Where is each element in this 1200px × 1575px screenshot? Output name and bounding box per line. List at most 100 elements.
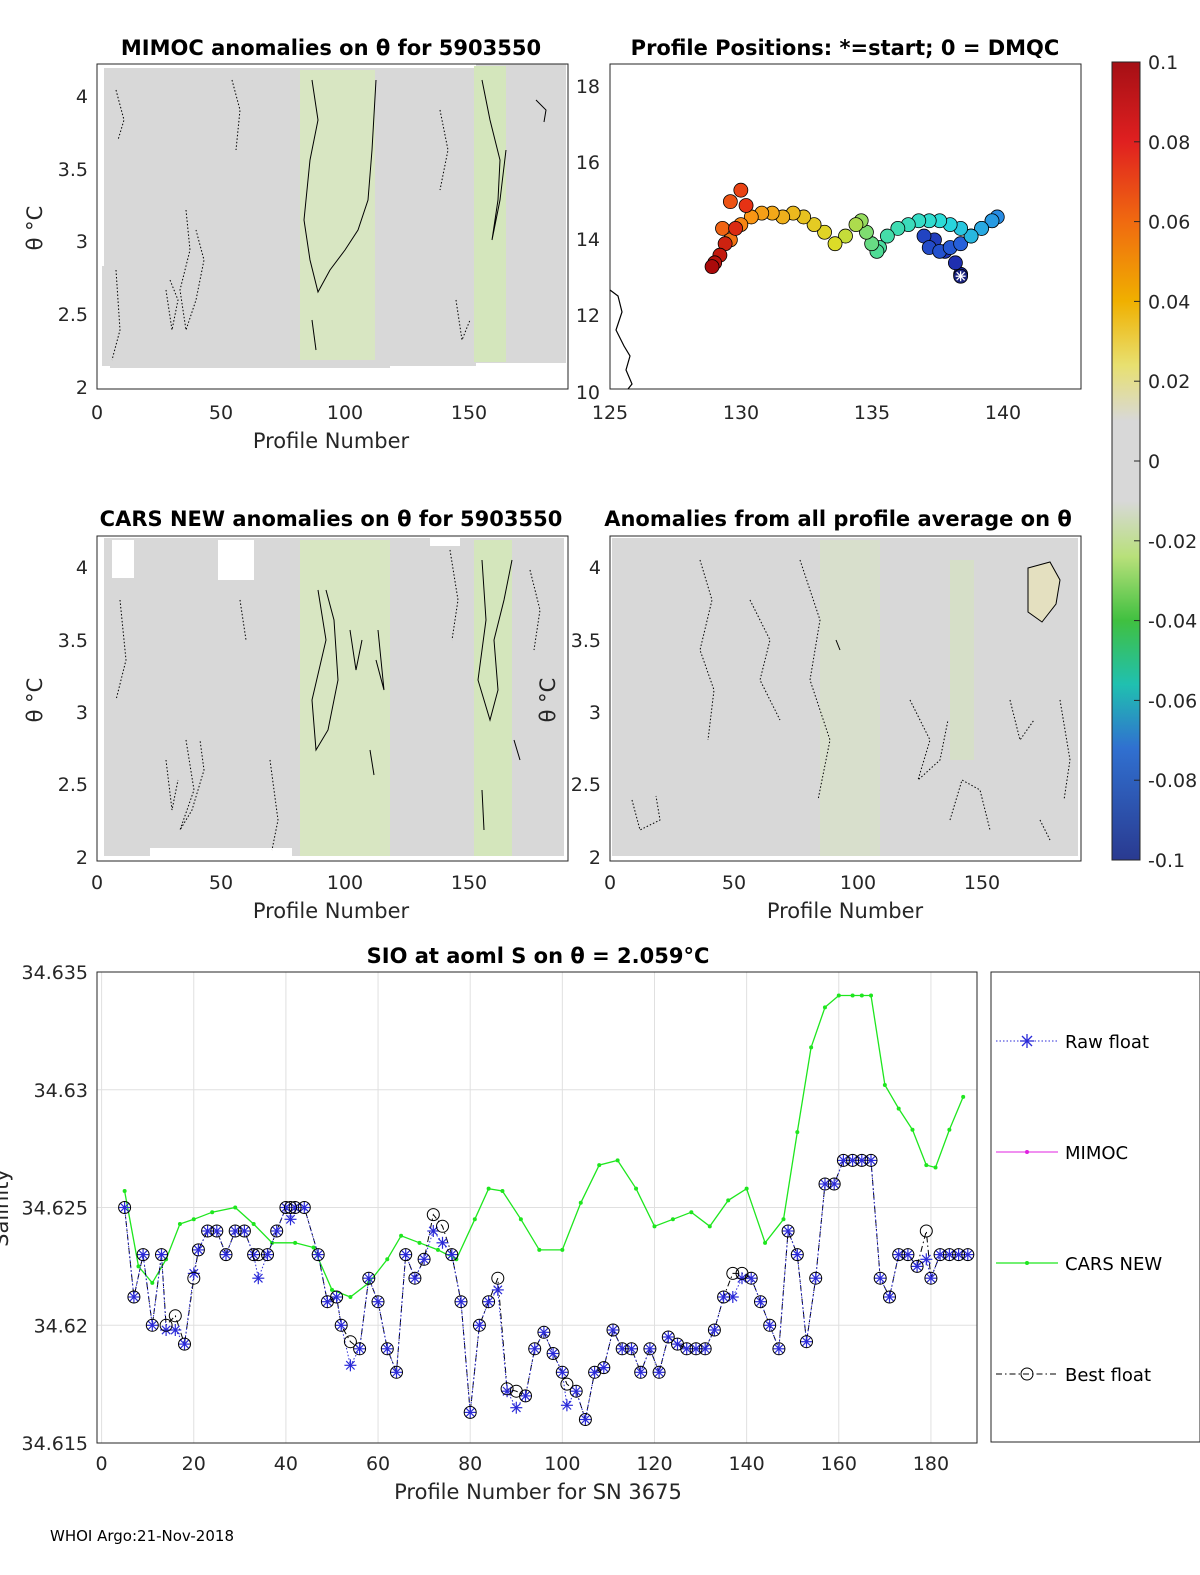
cars-point	[869, 993, 874, 998]
cars-point	[348, 1294, 353, 1299]
best-point	[168, 1309, 182, 1323]
raw-point	[579, 1413, 592, 1426]
track-point	[848, 217, 864, 232]
best-point	[343, 1335, 357, 1349]
best-point	[210, 1224, 224, 1238]
legend-box	[990, 971, 1200, 1443]
best-point	[569, 1384, 583, 1398]
best-point	[399, 1248, 413, 1262]
positions-xtick: 135	[854, 402, 890, 424]
footer-stamp: WHOI Argo:21-Nov-2018	[50, 1527, 234, 1545]
best-point	[717, 1290, 731, 1304]
raw-point	[455, 1295, 467, 1308]
raw-point	[901, 1248, 914, 1261]
best-point	[883, 1290, 896, 1304]
mimoc-y-ticks: 2 2.5 3 3.5 4	[58, 86, 88, 399]
best-point	[781, 1224, 795, 1238]
best-point	[371, 1295, 385, 1309]
raw-point	[501, 1385, 514, 1398]
salinity-ytick: 34.62	[34, 1315, 88, 1337]
salinity-xtick: 120	[636, 1453, 672, 1475]
mimoc-heatmap	[102, 64, 566, 368]
raw-point	[643, 1342, 656, 1355]
track-point	[838, 228, 853, 244]
colorbar-tick-label: 0.1	[1148, 52, 1178, 74]
raw-point	[547, 1347, 560, 1360]
raw-point	[491, 1283, 504, 1296]
best-point	[261, 1248, 274, 1262]
raw-point	[178, 1338, 191, 1351]
raw-point	[473, 1319, 486, 1332]
best-point	[763, 1318, 777, 1332]
raw-point	[399, 1248, 412, 1261]
cars-xtick: 150	[451, 872, 487, 894]
salinity-xtick: 80	[458, 1453, 482, 1475]
best-point	[942, 1248, 956, 1262]
raw-point	[556, 1366, 569, 1379]
positions-ytick: 10	[576, 382, 600, 404]
raw-point	[588, 1366, 601, 1379]
best-point	[311, 1248, 325, 1262]
raw-point	[800, 1335, 813, 1348]
best-point	[251, 1248, 265, 1262]
best-point	[297, 1201, 311, 1214]
best-point	[201, 1224, 215, 1238]
legend-cars: CARS NEW	[996, 1254, 1162, 1275]
best-point	[528, 1342, 542, 1356]
best-point	[818, 1177, 832, 1191]
cars-point	[859, 993, 864, 998]
positions-xtick: 140	[985, 402, 1021, 424]
positions-xtick: 130	[723, 402, 759, 424]
mimoc-xtick: 100	[327, 402, 363, 424]
mimoc-panel: MIMOC anomalies on θ for 5903550	[23, 36, 569, 453]
raw-point	[961, 1248, 974, 1261]
cars-point	[933, 1165, 938, 1170]
positions-xtick: 125	[592, 402, 628, 424]
positions-ytick: 16	[576, 152, 600, 174]
cars-ytick: 3.5	[58, 630, 88, 652]
raw-point	[708, 1324, 721, 1336]
colorbar-tick-label: 0.02	[1148, 371, 1190, 393]
best-point	[390, 1365, 403, 1379]
cars-xlabel: Profile Number	[253, 899, 410, 923]
best-point	[330, 1290, 344, 1304]
best-point	[463, 1405, 477, 1419]
salinity-ytick: 34.615	[22, 1433, 88, 1455]
colorbar-tick-label: 0	[1148, 451, 1160, 473]
salinity-ylabel: Salinity	[0, 1169, 13, 1247]
raw-point	[699, 1342, 712, 1355]
best-point	[680, 1342, 694, 1356]
raw-point	[118, 1201, 131, 1214]
salinity-ytick: 34.625	[22, 1198, 88, 1220]
asterisk-icon	[1020, 1034, 1034, 1048]
allavg-contours	[835, 561, 1061, 651]
cars-point	[896, 1106, 901, 1111]
raw-point	[943, 1248, 956, 1261]
track-point	[738, 198, 754, 213]
cars-point	[597, 1163, 602, 1168]
cars-point	[615, 1158, 620, 1163]
track-point	[953, 236, 969, 252]
cars-point	[385, 1257, 390, 1262]
best-point	[187, 1271, 201, 1285]
best-point	[634, 1365, 648, 1379]
colorbar-ticks: 0.1 0.08 0.06 0.04 0.02 0 -0.02 -0.04 -0.06 -0.08…	[1134, 52, 1197, 872]
cars-point	[670, 1217, 675, 1222]
colorbar-tick-label: -0.04	[1148, 611, 1197, 633]
track-point	[728, 221, 743, 236]
raw-point	[169, 1324, 182, 1336]
mimoc-ytick: 2.5	[58, 304, 88, 326]
allavg-ytick: 2	[589, 847, 601, 869]
positions-ytick: 12	[576, 305, 600, 327]
legend-best-label: Best float	[1065, 1365, 1151, 1386]
best-point	[136, 1248, 150, 1262]
colorbar: 0.1 0.08 0.06 0.04 0.02 0 -0.02 -0.04 -0.06 -0.08…	[1111, 52, 1197, 872]
cars-point	[781, 1217, 786, 1222]
raw-point	[372, 1295, 384, 1308]
cars-point	[924, 1163, 929, 1168]
cars-point	[472, 1217, 477, 1222]
colorbar-tick-label: 0.08	[1148, 132, 1190, 154]
cars-point	[518, 1217, 523, 1222]
raw-point	[662, 1331, 675, 1343]
track-point	[890, 221, 906, 236]
